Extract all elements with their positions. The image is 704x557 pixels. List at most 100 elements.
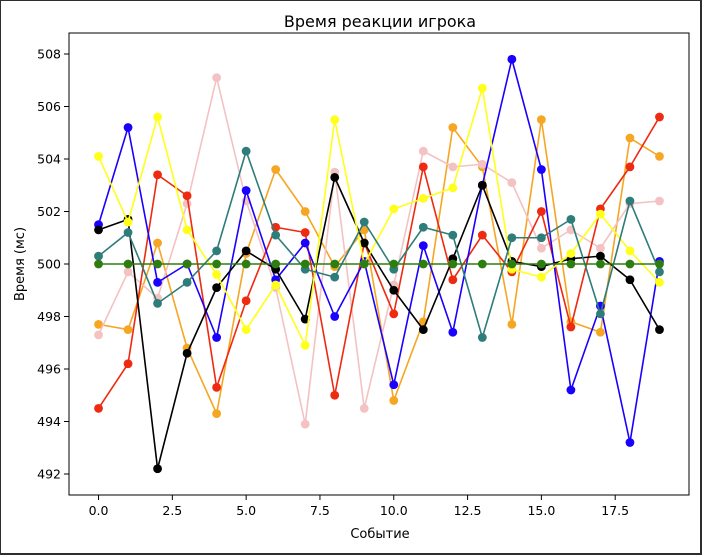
x-tick-label: 15.0 [527,503,555,518]
data-point [153,298,162,308]
data-point [330,272,340,282]
data-point [123,217,133,227]
data-point [477,333,487,342]
data-point [182,191,192,201]
data-point [300,340,310,350]
x-axis-label: Событие [350,527,409,542]
series-5 [94,83,664,350]
data-point [625,162,635,172]
data-point [448,123,458,132]
data-point [123,228,133,237]
chart-title: Время реакции игрока [284,12,476,31]
x-axis-ticks: 0.0 2.5 5.0 7.5 10.0 12.5 15.0 17.5 [89,495,629,518]
data-point [596,309,605,319]
data-point [596,327,605,337]
data-point [507,178,517,188]
data-point [300,207,310,216]
y-tick-label: 498 [37,309,61,324]
x-tick-label: 2.5 [162,503,182,518]
data-point [418,259,428,269]
data-point [625,196,635,206]
series-7 [94,259,664,269]
data-point [389,380,399,390]
data-point [212,382,222,392]
data-point [212,283,222,293]
data-point [477,159,487,169]
data-point [94,403,103,413]
data-point [241,186,251,195]
data-point [655,267,664,277]
data-point [241,325,251,335]
data-point [389,259,399,269]
data-point [448,183,458,193]
data-point [300,228,310,237]
data-point [212,409,222,419]
series-6 [94,146,664,342]
data-point [182,277,192,287]
data-point [596,243,605,253]
data-point [566,322,576,332]
data-point [94,225,103,235]
series-line [97,76,660,425]
data-point [536,233,546,243]
data-point [153,464,162,474]
data-point [359,217,369,227]
data-point [271,230,281,240]
data-point [330,115,340,125]
data-point [536,207,546,216]
data-point [625,246,635,256]
data-point [655,196,664,206]
y-axis-label: Время (мс) [13,227,28,301]
data-point [389,396,399,405]
data-point [536,259,546,269]
y-tick-label: 492 [37,467,61,482]
y-tick-label: 502 [37,204,61,219]
series-line [97,116,661,409]
series-line [98,176,661,470]
data-point [596,259,605,269]
data-point [359,403,369,413]
data-point [153,277,162,287]
data-point [153,259,162,269]
data-point [212,73,222,83]
y-tick-label: 496 [37,362,61,377]
data-point [655,259,664,269]
data-point [94,259,103,269]
y-tick-label: 506 [37,99,61,114]
data-point [94,330,103,340]
data-point [655,112,664,122]
data-point [123,259,133,269]
data-point [389,309,399,319]
data-point [123,325,133,335]
data-point [655,151,664,161]
data-point [300,238,310,248]
data-point [330,172,340,182]
data-point [359,259,369,269]
series-0 [94,115,664,419]
x-tick-label: 17.5 [601,503,629,518]
x-tick-label: 0.0 [89,503,109,518]
data-point [448,275,458,285]
data-point [330,390,340,400]
data-point [418,222,428,232]
data-point [448,162,458,172]
data-point [507,319,517,329]
y-tick-label: 494 [37,414,61,429]
data-point [507,233,517,243]
data-point [477,83,487,93]
data-point [389,204,399,214]
data-point [182,348,192,358]
data-point [123,359,133,369]
data-point [300,419,310,429]
data-point [507,259,517,269]
data-point [212,246,222,256]
data-point [418,162,428,172]
data-point [507,54,517,64]
data-point [241,246,251,256]
y-axis-ticks: 492 494 496 498 500 502 504 506 508 [37,47,69,482]
data-point [212,259,222,269]
x-tick-label: 7.5 [310,503,330,518]
data-point [536,272,546,282]
series-line [98,118,660,415]
